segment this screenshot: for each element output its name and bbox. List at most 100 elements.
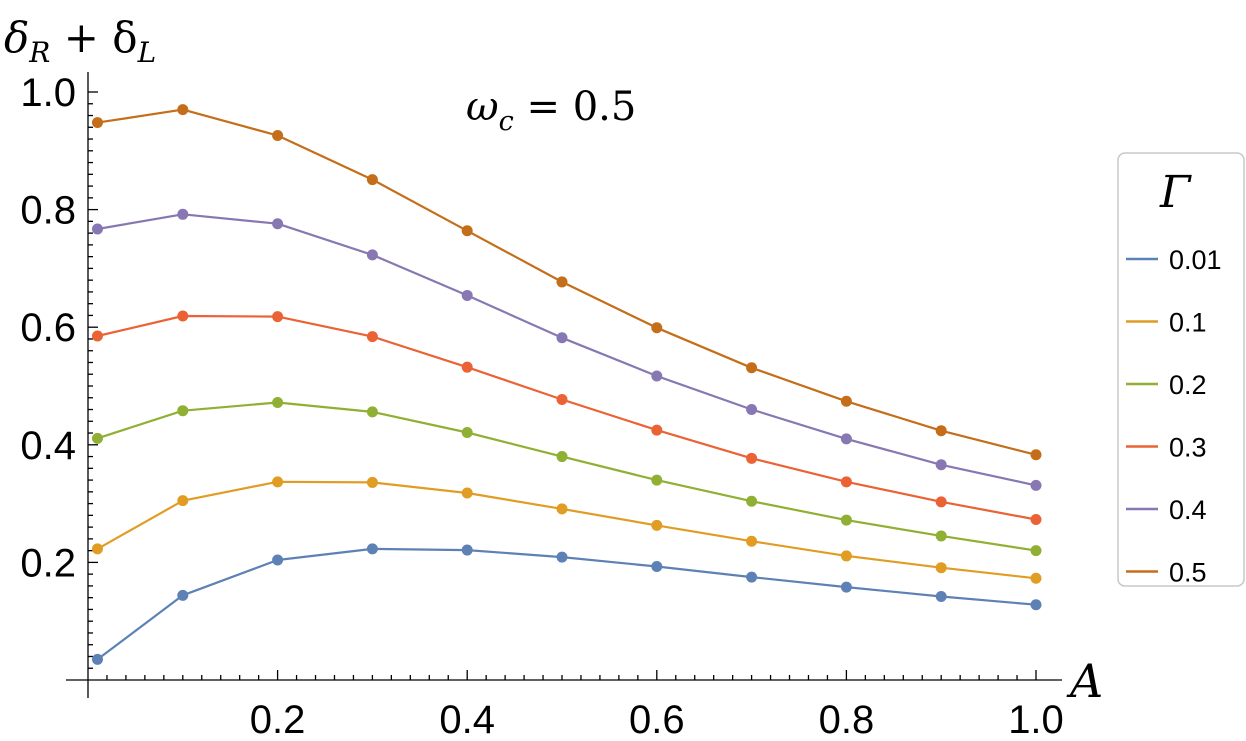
data-point <box>651 561 663 573</box>
data-point <box>935 591 947 603</box>
data-point <box>1030 572 1042 584</box>
data-point <box>651 424 663 436</box>
data-point <box>1030 545 1042 557</box>
y-tick-label: 0.2 <box>20 541 76 585</box>
data-point <box>746 535 758 547</box>
legend-item-0.5: 0.5 <box>1126 558 1207 588</box>
data-point <box>746 404 758 416</box>
series-line <box>96 480 1037 580</box>
data-point <box>746 452 758 464</box>
data-point <box>840 514 852 526</box>
legend-label: 0.1 <box>1169 308 1207 338</box>
x-tick-label: 0.8 <box>819 698 875 741</box>
x-tick-label: 1.0 <box>1008 698 1064 741</box>
data-point <box>177 589 189 601</box>
data-point <box>840 550 852 562</box>
data-point <box>746 571 758 583</box>
legend-label: 0.4 <box>1169 495 1207 525</box>
legend: Γ 0.01 0.1 0.2 0.3 0.4 0.5 <box>1117 152 1245 588</box>
x-axis-label: A <box>1066 654 1103 708</box>
y-axis-label: δR + δL <box>4 13 156 69</box>
series-line <box>97 401 1037 552</box>
legend-item-0.4: 0.4 <box>1126 495 1207 525</box>
legend-label: 0.5 <box>1169 558 1207 588</box>
data-point <box>91 653 103 665</box>
series-0.2 <box>91 396 1042 557</box>
x-tick-label: 0.6 <box>629 698 685 741</box>
data-point <box>366 331 378 343</box>
data-point <box>651 474 663 486</box>
legend-item-0.3: 0.3 <box>1126 433 1207 463</box>
data-point <box>1030 479 1042 491</box>
data-point <box>461 544 473 556</box>
data-point <box>177 495 189 507</box>
data-point <box>366 174 378 186</box>
x-tick-label: 0.2 <box>250 698 306 741</box>
data-point <box>366 543 378 555</box>
series-line <box>97 213 1037 487</box>
data-point <box>935 459 947 471</box>
data-point <box>177 405 189 417</box>
data-point <box>272 396 284 408</box>
data-point <box>1030 599 1042 611</box>
data-point <box>556 332 568 344</box>
data-point <box>840 581 852 593</box>
data-point <box>1030 449 1042 461</box>
legend-item-0.1: 0.1 <box>1126 308 1207 338</box>
data-point <box>366 476 378 488</box>
series-line <box>96 547 1037 661</box>
data-point <box>461 289 473 301</box>
legend-item-0.01: 0.01 <box>1126 245 1222 275</box>
data-point <box>461 361 473 373</box>
legend-box <box>1117 152 1245 587</box>
data-point <box>91 117 103 129</box>
data-point <box>651 322 663 334</box>
data-point <box>272 554 284 566</box>
data-point <box>272 311 284 323</box>
legend-label: 0.01 <box>1169 245 1222 275</box>
data-point <box>177 208 189 220</box>
legend-label: 0.3 <box>1169 433 1207 463</box>
series-0.01 <box>91 543 1042 665</box>
data-point <box>651 519 663 531</box>
legend-title: Γ <box>1159 167 1192 218</box>
plot-area <box>91 104 1042 665</box>
data-point <box>556 451 568 463</box>
data-point <box>840 476 852 488</box>
data-point <box>935 562 947 574</box>
data-point <box>91 432 103 444</box>
data-point <box>935 496 947 508</box>
data-point <box>840 433 852 445</box>
data-point <box>366 249 378 261</box>
data-point <box>91 543 103 555</box>
data-point <box>556 503 568 515</box>
data-point <box>556 551 568 563</box>
legend-items: 0.01 0.1 0.2 0.3 0.4 0.5 <box>1126 245 1222 588</box>
data-point <box>91 330 103 342</box>
data-point <box>366 406 378 418</box>
x-tick-label: 0.4 <box>439 698 495 741</box>
data-point <box>461 426 473 438</box>
data-point <box>746 362 758 374</box>
y-tick-label: 0.6 <box>20 306 76 350</box>
annotation-omega: ωc = 0.5 <box>466 84 636 137</box>
series-0.1 <box>91 476 1042 584</box>
legend-label: 0.2 <box>1169 370 1207 400</box>
data-point <box>935 425 947 437</box>
data-point <box>177 104 189 116</box>
series-0.3 <box>91 310 1042 525</box>
data-point <box>461 487 473 499</box>
y-tick-label: 1.0 <box>20 71 76 115</box>
data-point <box>1030 513 1042 525</box>
data-point <box>556 276 568 288</box>
series-0.5 <box>91 104 1042 461</box>
data-point <box>746 495 758 507</box>
data-point <box>461 225 473 237</box>
data-point <box>91 223 103 235</box>
legend-item-0.2: 0.2 <box>1126 370 1207 400</box>
data-point <box>272 130 284 142</box>
series-0.4 <box>91 208 1042 491</box>
data-point <box>651 370 663 382</box>
data-point <box>272 218 284 230</box>
